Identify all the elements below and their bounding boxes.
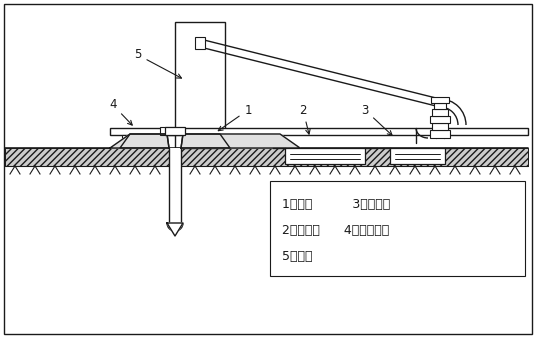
Bar	[430, 130, 450, 138]
Text: 5: 5	[135, 48, 182, 78]
Polygon shape	[181, 134, 230, 148]
Text: 4: 4	[109, 98, 132, 125]
Bar	[122, 135, 128, 148]
Bar	[434, 103, 446, 109]
Bar	[160, 127, 175, 135]
Bar	[430, 116, 450, 123]
Text: 2: 2	[299, 103, 310, 134]
Bar	[285, 148, 365, 164]
Polygon shape	[120, 134, 169, 148]
Polygon shape	[110, 134, 169, 148]
Text: 3: 3	[361, 103, 392, 135]
Bar	[175, 22, 225, 148]
Bar	[432, 109, 448, 116]
Bar	[5, 148, 528, 166]
Bar	[431, 97, 449, 103]
Text: 1、土台          3、沉淀池: 1、土台 3、沉淀池	[282, 198, 390, 211]
Bar	[165, 127, 185, 135]
Text: 2、储浆池      4、工作平台: 2、储浆池 4、工作平台	[282, 224, 389, 237]
Bar	[195, 37, 205, 49]
Bar	[390, 148, 445, 164]
Bar	[270, 181, 525, 276]
Polygon shape	[167, 223, 183, 236]
Polygon shape	[181, 134, 300, 148]
Bar	[169, 148, 181, 228]
Text: 1: 1	[218, 103, 252, 131]
Bar	[432, 123, 448, 130]
Text: 5、钻机: 5、钻机	[282, 250, 312, 263]
Bar	[137, 135, 143, 148]
Bar	[110, 127, 528, 135]
